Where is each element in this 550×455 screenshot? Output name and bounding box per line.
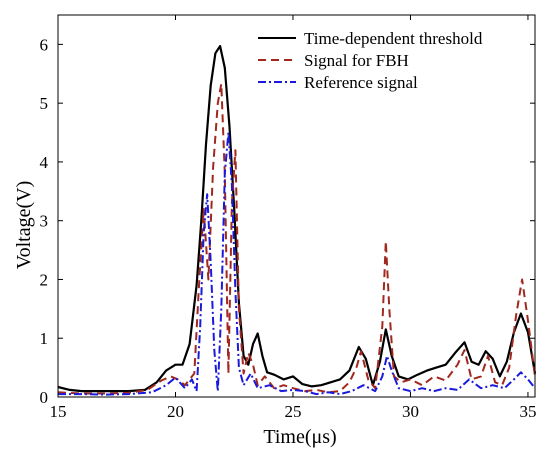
x-tick-label: 20 <box>167 402 184 421</box>
series-line-2 <box>57 82 536 395</box>
y-tick-label: 1 <box>40 329 49 348</box>
series-line-1 <box>57 45 537 393</box>
x-axis-label: Time(μs) <box>263 426 336 448</box>
plot-area <box>58 15 535 397</box>
legend-label-1: Time-dependent threshold <box>304 29 483 48</box>
legend: Time-dependent threshold Signal for FBH Re… <box>258 29 483 92</box>
axes-frame <box>57 14 536 398</box>
y-tick-label: 3 <box>40 212 49 231</box>
y-tick-label: 0 <box>40 388 49 407</box>
y-axis-label: Voltage(V) <box>13 181 35 270</box>
x-tick-label: 25 <box>284 402 301 421</box>
y-tick-label: 5 <box>40 94 49 113</box>
plot-background <box>58 15 535 397</box>
x-tick-label: 35 <box>519 402 536 421</box>
series-layer <box>57 45 537 396</box>
legend-label-3: Reference signal <box>304 73 418 92</box>
legend-label-2: Signal for FBH <box>304 51 409 70</box>
axes-layer: 15 20 25 30 35 0 1 2 3 4 5 6 <box>40 14 536 421</box>
y-tick-label: 2 <box>40 270 49 289</box>
y-tick-label: 6 <box>40 35 49 54</box>
series-line-3 <box>58 131 536 396</box>
x-tick-label: 30 <box>402 402 419 421</box>
x-tick-label: 15 <box>50 402 67 421</box>
y-tick-label: 4 <box>40 153 49 172</box>
